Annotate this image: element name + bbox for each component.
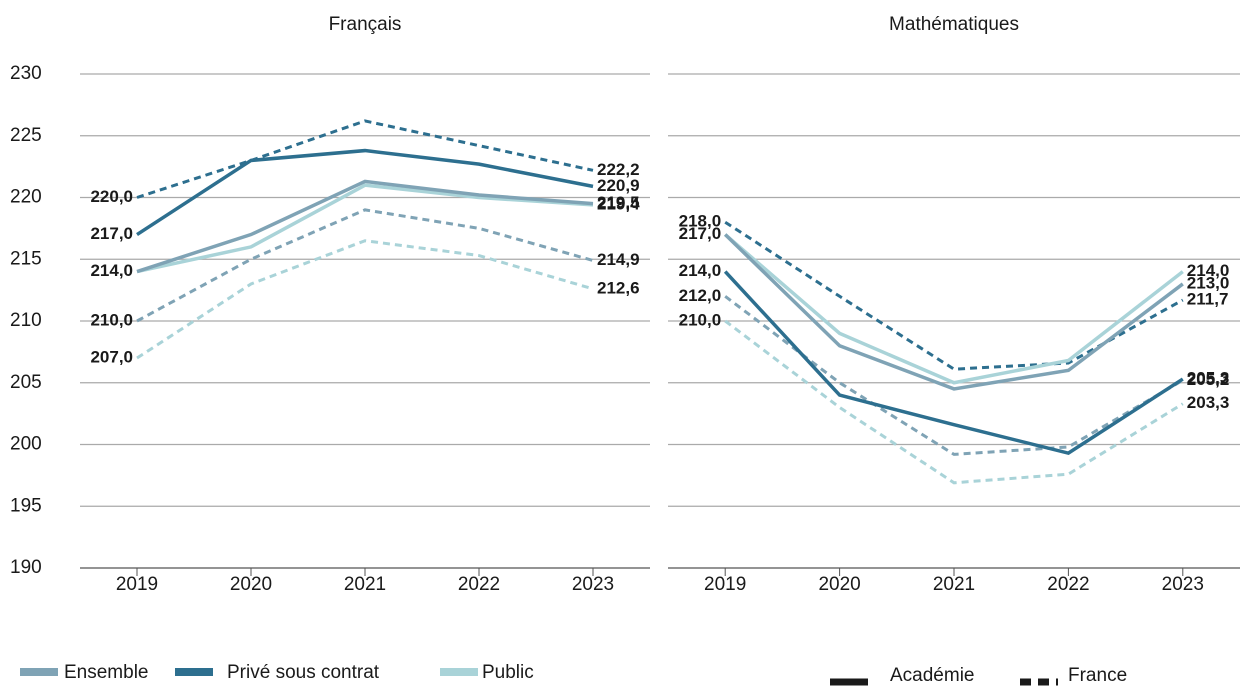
y-tick-label: 205	[10, 372, 42, 393]
x-tick-label: 2023	[572, 574, 614, 595]
value-label: 214,0	[90, 261, 133, 280]
x-tick-label: 2019	[116, 574, 158, 595]
value-label: 212,6	[597, 278, 640, 297]
chart-title: Français	[329, 14, 402, 35]
value-label: 214,9	[597, 250, 640, 269]
series-line	[723, 233, 1184, 391]
y-tick-label: 200	[10, 434, 42, 455]
y-tick-label: 210	[10, 310, 42, 331]
series-line	[724, 319, 1184, 485]
series-line	[136, 119, 594, 199]
legend-label: France	[1068, 665, 1127, 686]
value-label: 205,3	[1187, 369, 1230, 388]
series-line	[136, 179, 594, 274]
y-tick-label: 220	[10, 187, 42, 208]
value-label: 219,4	[597, 194, 640, 213]
value-label: 214,0	[679, 261, 722, 280]
series-line	[723, 270, 1184, 456]
x-tick-label: 2020	[818, 574, 860, 595]
value-label: 219,5	[597, 193, 640, 212]
value-label: 217,0	[90, 224, 133, 243]
value-label: 212,0	[679, 286, 722, 305]
y-tick-label: 225	[10, 125, 42, 146]
legend-label: Privé sous contrat	[227, 662, 380, 683]
y-tick-label: 195	[10, 495, 42, 516]
x-tick-label: 2022	[1047, 574, 1089, 595]
x-tick-label: 2020	[230, 574, 272, 595]
x-tick-label: 2019	[704, 574, 746, 595]
y-tick-label: 190	[10, 557, 42, 578]
value-label: 217,0	[679, 224, 722, 243]
value-label: 211,7	[1187, 289, 1229, 308]
x-tick-label: 2023	[1162, 574, 1204, 595]
legend-swatch	[20, 668, 58, 676]
value-label: 220,9	[597, 176, 640, 195]
series-line	[724, 295, 1184, 456]
series-line	[136, 208, 594, 323]
x-tick-label: 2022	[458, 574, 500, 595]
legend-label: Académie	[890, 665, 975, 686]
chart-title: Mathématiques	[889, 14, 1019, 35]
y-tick-label: 230	[10, 63, 42, 84]
value-label: 210,0	[90, 310, 133, 329]
x-tick-label: 2021	[344, 574, 386, 595]
value-label: 210,0	[679, 310, 722, 329]
value-label: 214,0	[1187, 261, 1230, 280]
legend-label: Ensemble	[64, 662, 149, 683]
y-tick-label: 215	[10, 248, 42, 269]
value-label: 218,0	[679, 212, 722, 231]
legend-swatch	[175, 668, 213, 676]
value-label: 207,0	[90, 348, 133, 367]
legend-label: Public	[482, 662, 534, 683]
value-label: 220,0	[90, 187, 133, 206]
value-label: 222,2	[597, 160, 640, 179]
series-line	[724, 233, 1184, 385]
series-line	[136, 148, 594, 237]
series-line	[136, 239, 594, 360]
value-label: 205,2	[1187, 370, 1230, 389]
legend-swatch	[440, 668, 478, 676]
series-line	[724, 220, 1184, 371]
x-tick-label: 2021	[933, 574, 975, 595]
value-label: 203,3	[1187, 393, 1230, 412]
series-line	[136, 183, 594, 274]
value-label: 213,0	[1187, 273, 1230, 292]
